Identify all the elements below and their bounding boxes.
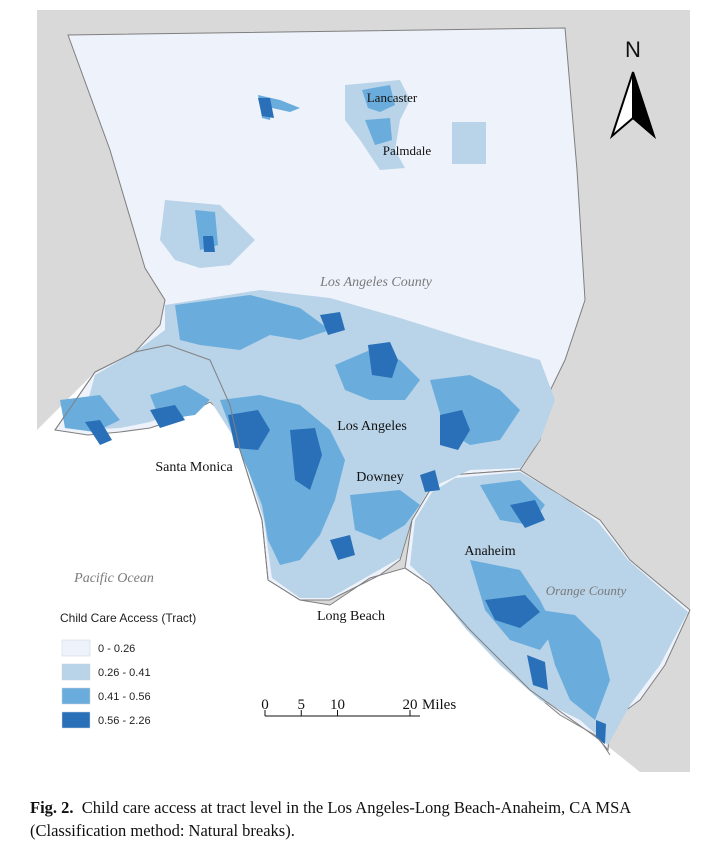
- place-label-santa-monica: Santa Monica: [155, 460, 233, 475]
- legend-swatch-1: [61, 639, 91, 657]
- legend-label-4: 0.56 - 2.26: [98, 715, 151, 727]
- region-label-orange-county: Orange County: [546, 583, 627, 598]
- choropleth-map: Lancaster Palmdale Los Angeles Santa Mon…: [37, 10, 691, 772]
- place-label-palmdale: Palmdale: [383, 143, 432, 158]
- place-label-long-beach: Long Beach: [317, 609, 385, 624]
- region-label-los-angeles-county: Los Angeles County: [319, 275, 433, 290]
- legend-swatch-4: [61, 711, 91, 729]
- figure-caption: Fig. 2. Child care access at tract level…: [30, 796, 710, 842]
- place-label-anaheim: Anaheim: [464, 544, 515, 559]
- legend-label-1: 0 - 0.26: [98, 643, 135, 655]
- figure-caption-text: Child care access at tract level in the …: [30, 798, 631, 840]
- legend-title: Child Care Access (Tract): [60, 611, 196, 625]
- coastline: [54, 344, 611, 756]
- scale-tick-label-1: 5: [298, 697, 306, 713]
- scale-tick-label-2: 10: [330, 697, 345, 713]
- place-label-lancaster: Lancaster: [367, 90, 418, 105]
- north-arrow-label: N: [625, 37, 641, 62]
- scale-bar-unit: Miles: [422, 697, 456, 713]
- place-label-los-angeles: Los Angeles: [337, 419, 407, 434]
- legend: Child Care Access (Tract) 0 - 0.26 0.26 -…: [60, 611, 196, 729]
- ocean-area: [37, 345, 640, 772]
- legend-swatch-3: [61, 687, 91, 705]
- legend-label-3: 0.41 - 0.56: [98, 691, 151, 703]
- place-label-downey: Downey: [356, 470, 403, 485]
- legend-swatch-2: [61, 663, 91, 681]
- figure-label: Fig. 2.: [30, 798, 74, 817]
- legend-label-2: 0.26 - 0.41: [98, 667, 151, 679]
- north-arrow: N: [609, 37, 657, 140]
- region-label-pacific-ocean: Pacific Ocean: [73, 571, 154, 586]
- scale-bar: 0 5 10 20 Miles: [261, 697, 456, 717]
- north-arrow-right-half: [632, 71, 657, 140]
- scale-tick-label-3: 20: [403, 697, 418, 713]
- access-class-4-tracts: [85, 98, 606, 744]
- scale-tick-label-0: 0: [261, 697, 269, 713]
